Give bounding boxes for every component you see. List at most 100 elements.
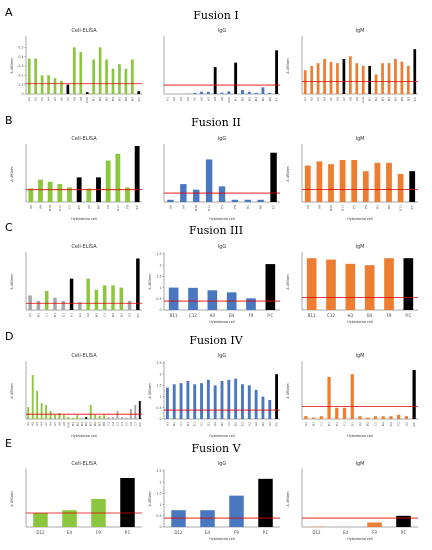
chart-12-xtick-1: E4 — [67, 530, 73, 535]
chart-0-bar-12 — [105, 59, 108, 94]
chart-8-xlabel: Hybridoma cell — [347, 320, 373, 324]
chart-2-xtick-5: A6 — [335, 97, 339, 101]
chart-8-bar-5 — [403, 258, 414, 310]
chart-1-xtick-6: A7 — [206, 97, 210, 101]
chart-1-xtick-14: B5 — [261, 97, 265, 101]
chart-9-xtick-23: C6 — [129, 422, 133, 426]
chart-6-xtick-0: A1 — [28, 313, 32, 317]
chart-7-xtick-0: B11 — [170, 313, 178, 318]
chart-13-xtick-2: F9 — [234, 530, 239, 535]
chart-13-ytick-label-1: 0.5 — [156, 514, 161, 518]
chart-1-bar-7 — [213, 67, 217, 94]
chart-5-bar-6 — [374, 162, 381, 202]
chart-5: IgM A 490nm A6 A9 B10 E11 F1 F9 H1 H9 E11 P.C Hybrid… — [286, 136, 418, 221]
chart-12-xtick-2: F9 — [96, 530, 101, 535]
chart-11-bar-1 — [311, 417, 316, 419]
chart-10-xtick-13: G2 — [254, 422, 258, 426]
chart-13-xlabel: Hybridoma cell — [209, 537, 235, 541]
chart-6-xtick-13: P.C — [136, 313, 140, 317]
chart-9-bar-4 — [45, 405, 48, 419]
chart-0-xtick-11: B2 — [98, 97, 102, 101]
chart-6-xtick-5: F1 — [70, 313, 74, 317]
chart-2-xtick-9: A10 — [361, 97, 365, 103]
chart-11-bar-3 — [327, 377, 331, 419]
chart-9-xtick-2: A3 — [35, 422, 39, 426]
chart-5-xtick-1: A9 — [317, 205, 321, 209]
chart-14-bar-3 — [396, 515, 411, 527]
chart-11-bar-4 — [335, 407, 339, 419]
chart-11-bar-0 — [304, 416, 308, 419]
chart-4-xtick-6: H1 — [246, 205, 250, 209]
chart-10-xtick-4: E1 — [193, 422, 197, 426]
chart-7-ytick-label-0: 0 — [159, 308, 161, 312]
chart-4-bar-5 — [231, 199, 239, 202]
chart-7-title: IgG — [218, 244, 227, 250]
chart-4-bar-4 — [218, 186, 226, 202]
chart-0-xtick-6: A7 — [66, 97, 70, 101]
chart-6-xtick-4: E1 — [61, 313, 65, 317]
chart-11-xtick-9: C2 — [373, 422, 377, 426]
chart-10-bar-9 — [227, 379, 231, 419]
panel-letter-a: A — [5, 6, 13, 19]
chart-2-bar-8 — [355, 63, 359, 94]
chart-0-ytick-label-5: 0.5 — [18, 46, 23, 50]
chart-9-xtick-17: B8 — [102, 422, 106, 426]
chart-11-xtick-5: F1 — [343, 422, 347, 426]
chart-10-bar-1 — [172, 384, 176, 419]
chart-9-bar-2 — [36, 391, 39, 419]
chart-1-bar-13 — [254, 92, 258, 94]
chart-0-ytick-label-0: 0 — [21, 92, 23, 96]
chart-0-bar-1 — [34, 58, 38, 94]
chart-10-xtick-6: G1 — [206, 422, 210, 426]
chart-0-ytick-label-4: 0.4 — [18, 55, 23, 59]
chart-6-bar-3 — [53, 297, 57, 310]
chart-1-title: IgG — [218, 28, 227, 34]
chart-0-xtick-7: A8 — [72, 97, 76, 101]
chart-8-bar-0 — [306, 258, 317, 310]
chart-0-xtick-1: A2 — [34, 97, 38, 101]
chart-1-xtick-10: B1 — [234, 97, 238, 101]
chart-7-xtick-3: B4 — [229, 313, 235, 318]
chart-3-bar-3 — [57, 184, 63, 202]
chart-1-bar-5 — [200, 91, 203, 94]
chart-9-xtick-8: A9 — [62, 422, 66, 426]
chart-8-ylabel: A 490nm — [286, 274, 290, 290]
chart-13-bar-2 — [229, 495, 244, 527]
chart-0-bar-4 — [53, 78, 57, 94]
chart-11-xtick-11: E2 — [389, 422, 393, 426]
chart-7-ytick-label-2: 1 — [159, 286, 161, 290]
chart-2-xtick-2: A3 — [316, 97, 320, 101]
chart-6-xtick-12: F2 — [128, 313, 132, 317]
chart-3-bar-8 — [105, 160, 111, 202]
chart-12-bar-3 — [120, 478, 135, 527]
chart-2-xtick-4: A5 — [329, 97, 333, 101]
chart-3-xlabel: Hybridoma cell — [71, 217, 97, 221]
chart-13-bar-3 — [258, 478, 273, 527]
chart-10-xtick-7: A2 — [213, 422, 217, 426]
chart-1-xtick-7: A8 — [213, 97, 217, 101]
chart-11-bar-9 — [373, 416, 378, 419]
chart-3-bar-4 — [67, 187, 72, 202]
chart-2-bar-10 — [368, 66, 372, 94]
chart-10-xtick-5: F1 — [200, 422, 204, 426]
chart-7-ylabel: A 490nm — [148, 274, 152, 290]
chart-11-xtick-10: D2 — [381, 422, 385, 426]
chart-5-xtick-8: E11 — [399, 205, 403, 211]
chart-14-xtick-0: D12 — [312, 530, 321, 535]
chart-1-bar-8 — [220, 92, 224, 94]
chart-4-title: IgG — [218, 136, 227, 142]
chart-1-xtick-16: P.C — [275, 97, 279, 101]
chart-2-bar-14 — [394, 59, 397, 94]
chart-10-bar-2 — [179, 383, 183, 419]
chart-0-xtick-13: B4 — [111, 97, 115, 101]
chart-7-bar-1 — [188, 287, 198, 310]
chart-11-xtick-13: G2 — [404, 422, 408, 426]
chart-9-bar-19 — [112, 417, 114, 419]
chart-8-bar-3 — [364, 265, 375, 310]
chart-11-xtick-8: B2 — [366, 422, 370, 426]
chart-2-bar-16 — [406, 66, 410, 94]
chart-10-xtick-11: E2 — [240, 422, 244, 426]
chart-10-xtick-3: D1 — [186, 422, 190, 426]
chart-11-ylabel: A 490nm — [286, 383, 290, 399]
